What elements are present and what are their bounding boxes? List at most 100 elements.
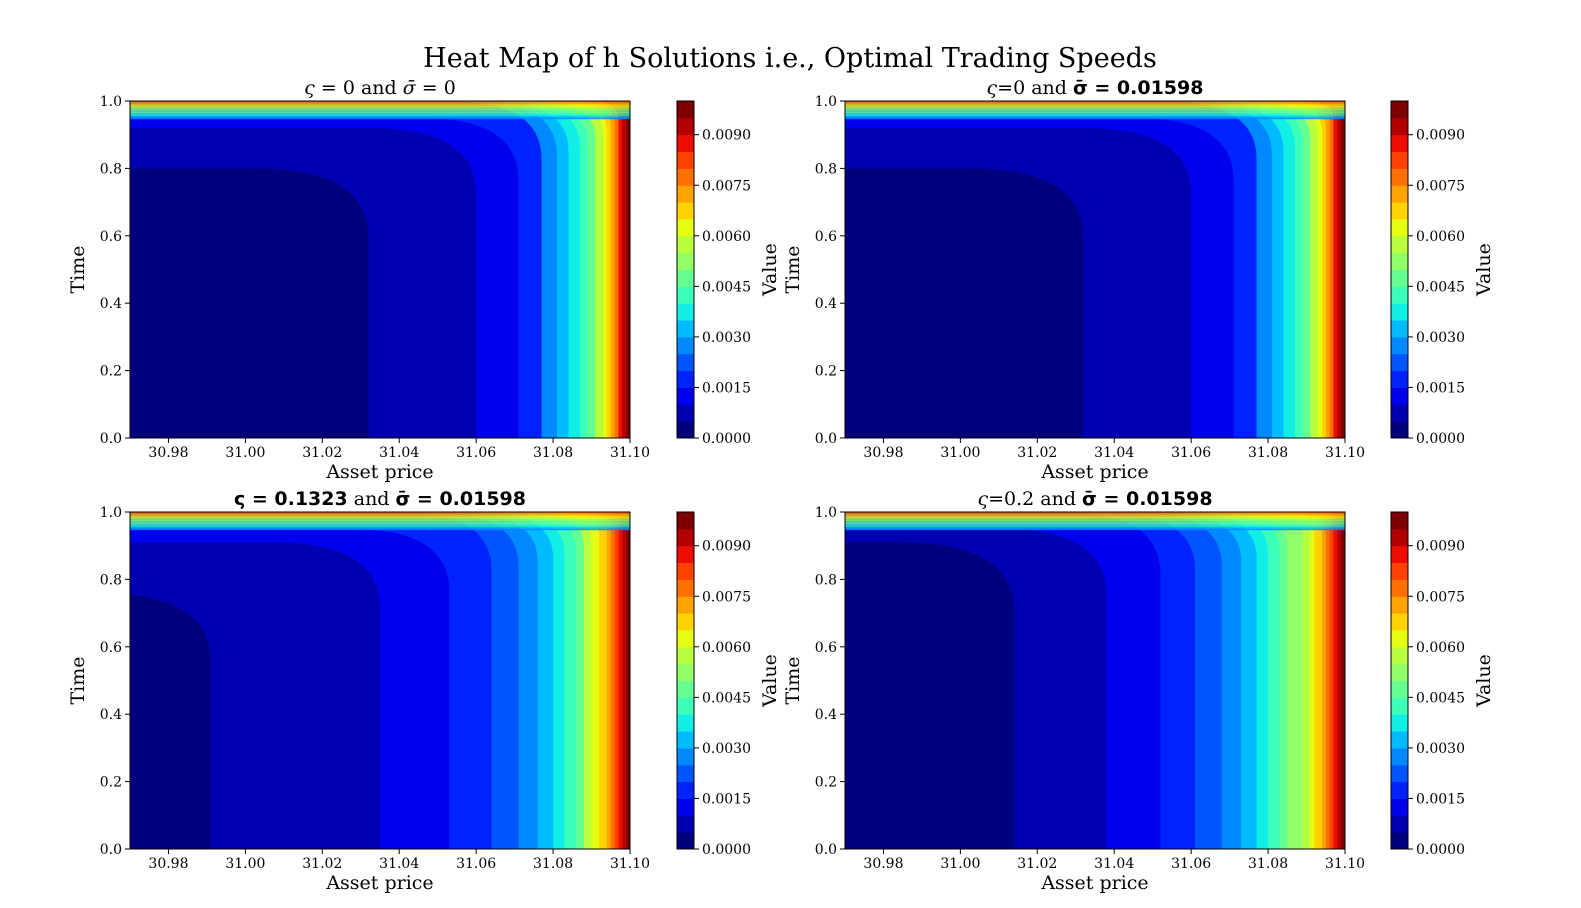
colorbar-tick-label: 0.0075 [1416,589,1465,605]
colorbar-level [677,798,694,816]
contour-band [845,512,1345,849]
title-part: ς [977,488,988,510]
colorbar-tick-label: 0.0090 [702,128,751,144]
colorbar-level [677,336,694,355]
colorbar-level [677,218,694,237]
heatmap-field [845,101,1345,438]
axes-frame [844,511,1346,850]
x-tick-label: 31.00 [940,445,980,461]
x-tick-label: 31.08 [533,856,573,872]
colorbar-tick-label: 0.0000 [1416,842,1465,858]
y-tick-label: 0.4 [100,296,122,312]
figure-title: Heat Map of h Solutions i.e., Optimal Tr… [423,43,1157,74]
y-tick-label: 0.6 [100,640,122,656]
subplot-title: ς = 0.1323 and σ̄ = 0.01598 [234,488,526,510]
colorbar-tick-label: 0.0090 [1416,128,1465,144]
colorbar-level [1391,101,1408,119]
colorbar-level [677,545,694,564]
colorbar-frame [1390,511,1409,850]
y-tick-label: 0.6 [100,229,122,245]
y-tick-label: 0.0 [100,431,122,447]
colorbar-level [1391,663,1408,681]
colorbar-label: Value [1473,654,1495,708]
axes-frame [129,511,631,850]
colorbar-tick-label: 0.0045 [1416,279,1465,295]
colorbar: 0.0000 0.0015 0.0030 0.0045 0.0060 0.0075 0.00… [676,100,781,447]
x-axis-label: Asset price [1040,461,1148,483]
contour-band [845,512,1345,514]
colorbar-level [677,134,694,153]
colorbar-level [677,528,694,547]
colorbar-label: Value [1473,243,1495,297]
colorbar-level [677,421,694,439]
x-tick-label: 31.04 [379,856,419,872]
x-tick-label: 30.98 [148,445,188,461]
colorbar-level [1391,218,1408,237]
contour-band [845,101,1345,438]
x-tick-label: 31.04 [1094,856,1134,872]
title-part: = 0 [416,77,456,99]
colorbar-level [1391,202,1408,220]
colorbar-tick-label: 0.0015 [702,791,751,807]
colorbar-tick-label: 0.0075 [702,178,751,194]
x-tick-label: 31.04 [379,445,419,461]
colorbar-level [1391,303,1408,321]
colorbar-level [677,303,694,321]
colorbar-level [677,629,694,648]
y-tick-label: 0.0 [100,842,122,858]
contour-band [130,104,630,106]
y-tick-label: 1.0 [815,505,837,521]
y-tick-label: 0.0 [815,842,837,858]
colorbar-level [1391,714,1408,732]
colorbar-level [677,286,694,304]
colorbar-level [677,117,694,136]
colorbar-tick-label: 0.0090 [1416,539,1465,555]
x-tick-label: 31.02 [1017,856,1057,872]
colorbar-level [677,512,694,530]
contour-band [130,102,630,105]
title-part: σ̄ = 0.01598 [1073,77,1204,99]
colorbar-frame [676,100,695,439]
colorbar-level [1391,336,1408,355]
subplot-2: 30.98 31.00 31.02 31.04 31.06 31.08 31.10 0.0 0.… [782,77,1495,483]
contour-band [845,512,1345,849]
colorbar-level [1391,545,1408,564]
y-tick-label: 0.8 [100,161,122,177]
colorbar-tick-label: 0.0015 [1416,791,1465,807]
contour-band [130,113,630,115]
contour-band [845,518,1345,520]
contour-band [130,101,630,438]
contour-band [130,513,630,516]
colorbar-tick-label: 0.0060 [702,229,751,245]
colorbar-level [677,680,694,698]
y-tick-label: 1.0 [815,94,837,110]
contour-band [845,528,1345,531]
colorbar-frame [1390,100,1409,439]
contour-band [845,116,1345,118]
colorbar-level [1391,832,1408,850]
contour-band [845,107,1345,109]
colorbar-level [1391,117,1408,136]
x-tick-label: 31.02 [1017,445,1057,461]
x-tick-label: 31.10 [1325,856,1365,872]
y-tick-label: 0.0 [815,431,837,447]
contour-band [130,101,630,438]
colorbar-level [677,714,694,732]
colorbar-level [677,663,694,681]
x-axis-label: Asset price [325,872,433,894]
colorbar-level [1391,512,1408,530]
colorbar-tick-label: 0.0000 [702,842,751,858]
contour-band [130,111,630,114]
contour-band [130,108,630,111]
contour-band [130,516,630,519]
colorbar-level [677,697,694,715]
colorbar-tick-label: 0.0030 [1416,330,1465,346]
colorbar-level [677,764,694,783]
y-tick-label: 0.8 [100,572,122,588]
y-axis-label: Time [782,656,804,704]
x-tick-label: 31.08 [1248,445,1288,461]
x-tick-label: 31.08 [1248,856,1288,872]
title-part: =0 and [997,77,1073,99]
y-tick-label: 0.2 [100,364,122,380]
